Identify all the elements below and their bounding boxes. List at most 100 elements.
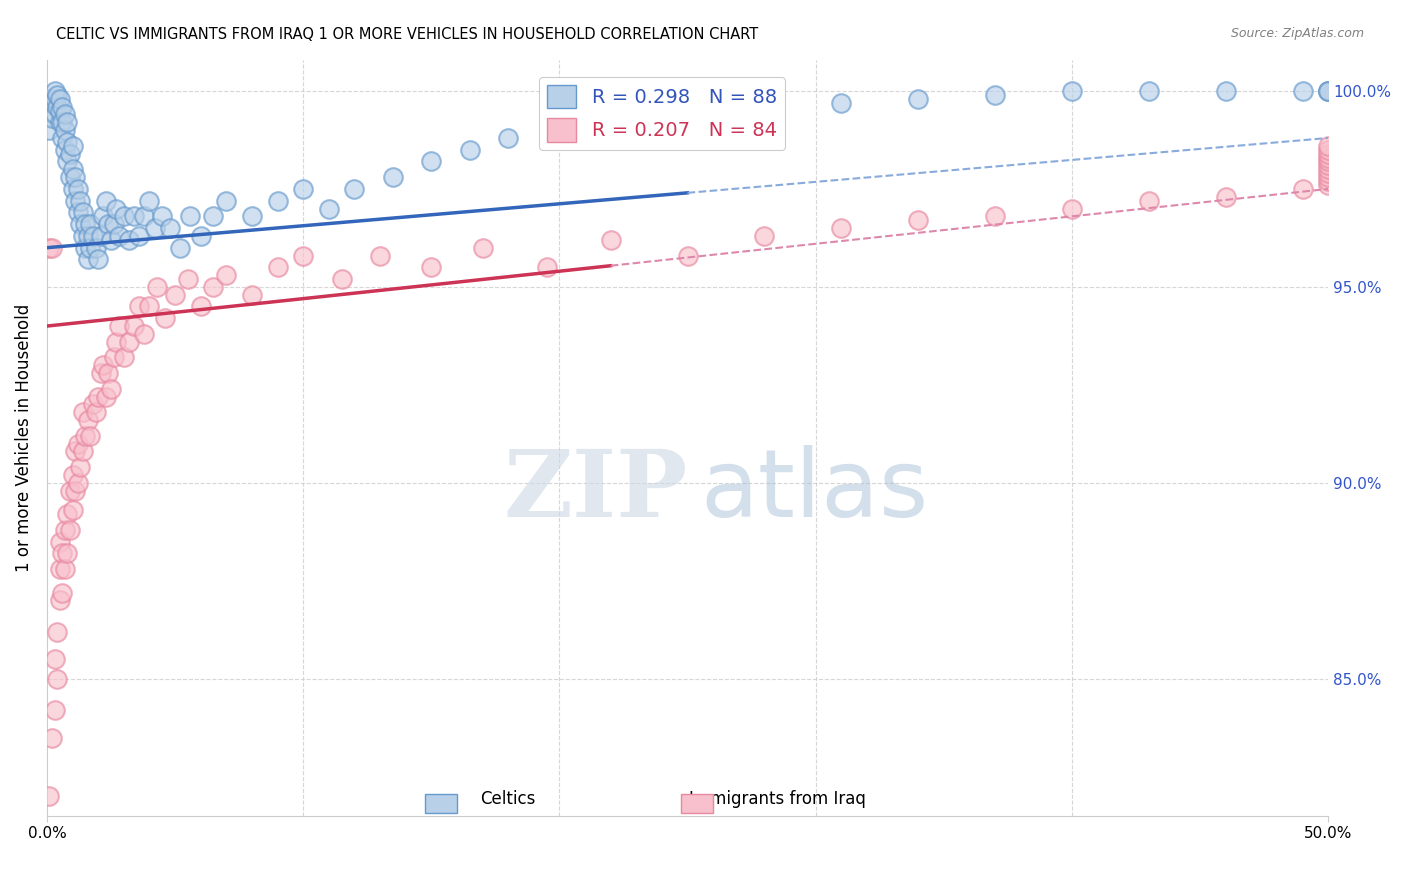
Point <box>112 351 135 365</box>
Point <box>215 194 238 208</box>
Point <box>91 358 114 372</box>
Point <box>62 138 84 153</box>
Point <box>77 229 100 244</box>
Point <box>1215 84 1237 98</box>
Point <box>66 205 89 219</box>
Point <box>41 731 63 745</box>
Bar <box>681 794 713 813</box>
Point <box>44 84 66 98</box>
Point <box>66 436 89 450</box>
Point <box>51 585 73 599</box>
Point <box>343 182 366 196</box>
Point <box>77 413 100 427</box>
Point <box>44 92 66 106</box>
Point <box>177 272 200 286</box>
Point <box>292 248 315 262</box>
Point <box>1317 84 1340 98</box>
Point <box>830 95 852 110</box>
Point <box>103 217 125 231</box>
Point <box>163 287 186 301</box>
Point <box>62 467 84 482</box>
Point <box>458 143 481 157</box>
Point <box>62 182 84 196</box>
Point <box>1317 158 1340 172</box>
Point <box>77 252 100 267</box>
Point <box>100 233 122 247</box>
Point <box>56 154 79 169</box>
Point <box>75 429 97 443</box>
Point <box>420 154 443 169</box>
Point <box>134 210 156 224</box>
Point <box>53 143 76 157</box>
Point <box>138 194 160 208</box>
Point <box>63 444 86 458</box>
Point <box>62 162 84 177</box>
Point <box>153 311 176 326</box>
Point <box>97 217 120 231</box>
Text: atlas: atlas <box>700 445 928 537</box>
Point <box>79 217 101 231</box>
Point <box>59 523 82 537</box>
Point <box>1291 182 1313 196</box>
Point <box>63 194 86 208</box>
Point <box>128 229 150 244</box>
Point <box>169 241 191 255</box>
Point <box>44 703 66 717</box>
Point <box>240 210 263 224</box>
Point <box>1317 154 1340 169</box>
Point <box>1137 194 1160 208</box>
Point <box>48 103 70 118</box>
Point <box>79 429 101 443</box>
Point <box>62 503 84 517</box>
Point <box>103 351 125 365</box>
Point <box>59 146 82 161</box>
Point <box>56 546 79 560</box>
Point <box>907 92 929 106</box>
Point <box>122 210 145 224</box>
Point <box>1317 166 1340 180</box>
Point <box>72 205 94 219</box>
Point <box>48 115 70 129</box>
Point <box>82 397 104 411</box>
Point <box>112 210 135 224</box>
Point <box>94 194 117 208</box>
Point <box>44 107 66 121</box>
Point <box>51 546 73 560</box>
Point <box>107 319 129 334</box>
Point <box>240 287 263 301</box>
Point <box>56 135 79 149</box>
Point <box>69 217 91 231</box>
Point <box>69 460 91 475</box>
Point <box>51 131 73 145</box>
Point <box>122 319 145 334</box>
Text: ZIP: ZIP <box>503 446 688 536</box>
Point <box>381 170 404 185</box>
Point <box>63 483 86 498</box>
Point <box>202 210 225 224</box>
Point <box>830 221 852 235</box>
Point <box>66 475 89 490</box>
Point <box>105 202 128 216</box>
Point <box>41 95 63 110</box>
Point <box>100 382 122 396</box>
Point <box>59 170 82 185</box>
Point <box>143 221 166 235</box>
Point <box>1317 162 1340 177</box>
Point <box>107 229 129 244</box>
Point <box>266 260 288 275</box>
Point <box>1317 143 1340 157</box>
Point <box>128 300 150 314</box>
Point <box>53 523 76 537</box>
Point <box>41 112 63 126</box>
Point <box>368 248 391 262</box>
Point <box>984 87 1007 102</box>
Point <box>75 241 97 255</box>
Point <box>72 444 94 458</box>
Point <box>87 252 110 267</box>
Point <box>38 92 60 106</box>
Text: Celtics: Celtics <box>481 790 536 808</box>
Text: Source: ZipAtlas.com: Source: ZipAtlas.com <box>1230 27 1364 40</box>
Point <box>48 593 70 607</box>
Point <box>330 272 353 286</box>
Point <box>134 326 156 341</box>
